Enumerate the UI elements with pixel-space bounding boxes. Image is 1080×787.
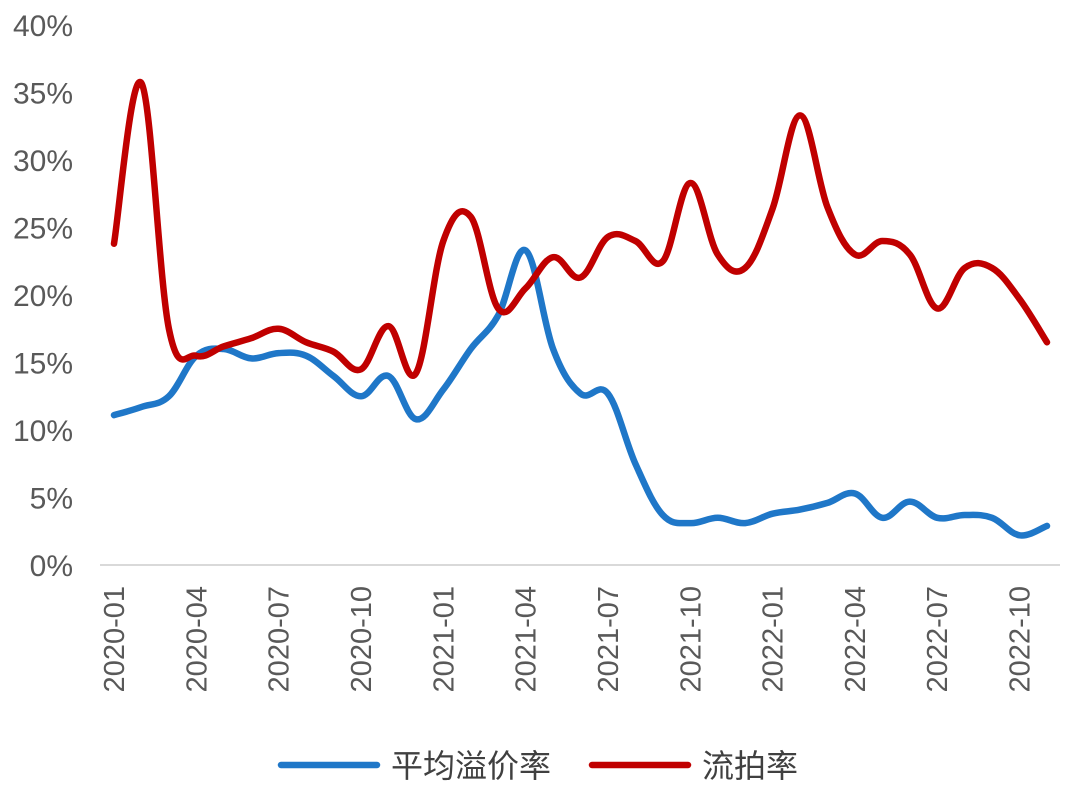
x-tick-label: 2021-10 <box>675 586 707 692</box>
y-tick-label: 40% <box>13 10 73 43</box>
y-tick-label: 20% <box>13 280 73 313</box>
x-tick-label: 2022-04 <box>840 586 872 692</box>
x-tick-label: 2021-04 <box>511 586 543 692</box>
x-tick-label: 2020-04 <box>181 586 213 692</box>
x-tick-label: 2022-10 <box>1005 586 1037 692</box>
x-tick-label: 2021-07 <box>593 586 625 692</box>
series-line-1 <box>110 247 1051 539</box>
y-tick-label: 0% <box>30 550 73 583</box>
legend-label-1: 平均溢价率 <box>391 747 551 785</box>
legend: 平均溢价率 流拍率 <box>277 747 798 785</box>
y-tick-label: 35% <box>13 78 73 111</box>
x-tick-label: 2021-01 <box>428 586 460 692</box>
legend-label-2: 流拍率 <box>702 747 798 785</box>
x-tick-label: 2020-07 <box>264 586 296 692</box>
x-tick-label: 2020-01 <box>99 586 131 692</box>
x-tick-label: 2020-10 <box>346 586 378 692</box>
y-tick-label: 15% <box>13 348 73 381</box>
y-tick-label: 5% <box>30 483 73 516</box>
y-tick-label: 10% <box>13 415 73 448</box>
y-tick-label: 25% <box>13 213 73 246</box>
series-lines <box>110 78 1051 539</box>
series-line-2 <box>110 78 1051 379</box>
y-axis-ticks: 0% 5% 10% 15% 20% 25% 30% 35% 40% <box>13 10 73 583</box>
y-tick-label: 30% <box>13 145 73 178</box>
x-tick-label: 2022-07 <box>922 586 954 692</box>
x-tick-label: 2022-01 <box>758 586 790 692</box>
x-axis-ticks: 2020-01 2020-04 2020-07 2020-10 2021-01 2021-… <box>99 586 1037 692</box>
